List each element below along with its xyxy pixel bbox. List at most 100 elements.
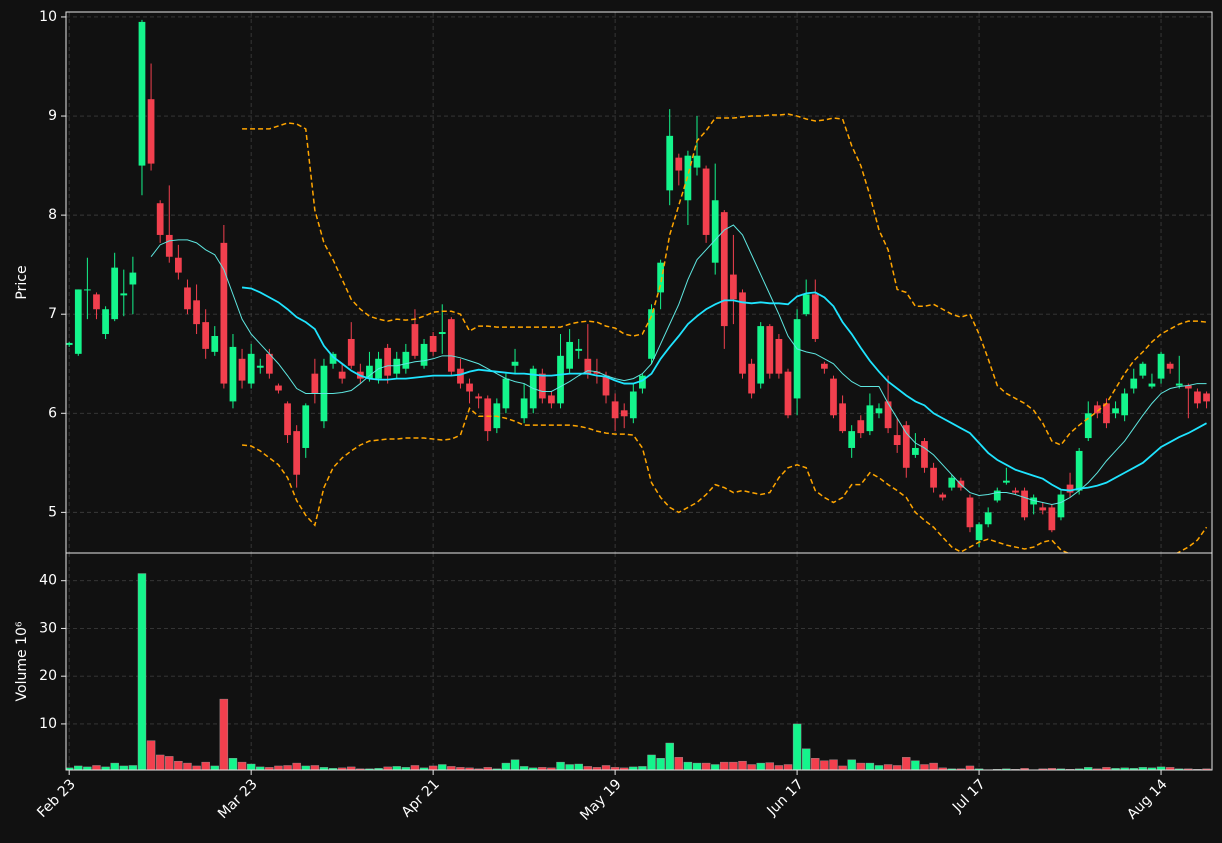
volume-bar [465, 767, 474, 770]
volume-bar [874, 765, 884, 770]
candle-body [484, 398, 492, 432]
volume-bar [392, 766, 401, 770]
volume-bar [146, 740, 156, 770]
volume-bar [774, 765, 784, 770]
candle-body [1021, 490, 1028, 518]
candle-body [265, 353, 273, 374]
volume-bar [638, 766, 647, 770]
marks-layer [66, 19, 1211, 770]
volume-bar [1120, 767, 1129, 770]
candle-body [156, 203, 164, 235]
candle-body [466, 383, 473, 392]
candle-body [1012, 490, 1019, 493]
candle-body [984, 512, 992, 525]
candle-body [884, 401, 892, 429]
indicator-line [242, 113, 1207, 446]
candle-body [84, 289, 91, 291]
candle-body [256, 365, 264, 368]
volume-bar [601, 765, 611, 770]
candle-body [975, 524, 983, 541]
volume-bar [174, 760, 183, 770]
candle-body [1039, 507, 1047, 511]
volume-bar [165, 756, 174, 770]
volume-bar [783, 764, 793, 770]
volume-bar [447, 766, 456, 770]
candle-body [1203, 393, 1210, 402]
candle-body [748, 363, 755, 394]
candle-body [475, 396, 482, 399]
volume-bar [101, 766, 110, 770]
candle-body [102, 309, 109, 335]
volume-bar [892, 765, 902, 770]
volume-bar [847, 759, 856, 770]
volume-bar [274, 765, 283, 770]
x-tick-label: May 19 [577, 776, 625, 824]
text-layer: 5 6 7 8 9 10 Price 10 20 30 40 Feb 23 Mar 23 Apr 21 Ma… [14, 9, 1171, 824]
candle-body [793, 319, 801, 399]
volume-bar [1147, 767, 1157, 770]
candle-body [211, 336, 219, 352]
candle-body [1139, 363, 1147, 376]
volume-bar [747, 764, 756, 770]
candle-body [930, 467, 937, 488]
candle-body [511, 361, 519, 366]
candle-body [1184, 385, 1192, 389]
candle-body [447, 319, 455, 372]
volume-bar [237, 761, 247, 770]
y-tick-label: 5 [48, 504, 57, 520]
candle-body [548, 395, 555, 404]
candle-body [566, 341, 573, 369]
volume-bar [692, 762, 702, 770]
volume-bar [1202, 768, 1211, 770]
candle-body [329, 353, 337, 364]
candle-body [411, 324, 419, 356]
volume-bar [310, 765, 320, 770]
volume-bar [629, 766, 638, 770]
volume-bar [337, 767, 347, 770]
candle-body [1066, 484, 1074, 493]
candle-body [939, 494, 947, 498]
candle-body [238, 358, 246, 381]
candle-body [811, 294, 819, 339]
candle-body [347, 338, 355, 366]
candle-body [648, 309, 655, 359]
candle-body [1048, 507, 1056, 531]
volume-bar [656, 758, 665, 770]
candle-body [629, 391, 637, 419]
volume-bar [829, 759, 838, 770]
candle-body [921, 441, 928, 468]
candle-body [839, 403, 846, 432]
candle-body [993, 490, 1001, 501]
candle-body [611, 401, 619, 419]
y-tick-label: 10 [39, 9, 57, 25]
volume-bar [965, 765, 975, 770]
candle-body [575, 348, 583, 351]
candle-body [821, 363, 828, 369]
volume-bar [710, 764, 720, 770]
volume-bar [219, 698, 229, 770]
candle-body [639, 375, 646, 389]
volume-bar [1056, 768, 1066, 770]
candle-body [739, 292, 746, 374]
candle-body [802, 294, 810, 315]
candle-body [1148, 383, 1156, 387]
candle-body [538, 373, 546, 399]
candle-body [1093, 405, 1101, 414]
candle-body [275, 385, 282, 391]
candle-body [830, 378, 837, 416]
volume-bar [801, 748, 811, 770]
candle-body [193, 300, 200, 325]
candle-body [720, 212, 728, 327]
candle-body [666, 135, 674, 191]
volume-bar [66, 767, 74, 770]
volume-bar [683, 761, 693, 770]
candle-body [1075, 450, 1083, 491]
candle-body [402, 351, 410, 369]
candle-body [675, 157, 683, 171]
candle-body [1166, 363, 1174, 369]
candle-body [902, 425, 910, 468]
volume-bar [492, 768, 502, 770]
volume-bar [792, 723, 802, 770]
candle-body [93, 294, 100, 310]
